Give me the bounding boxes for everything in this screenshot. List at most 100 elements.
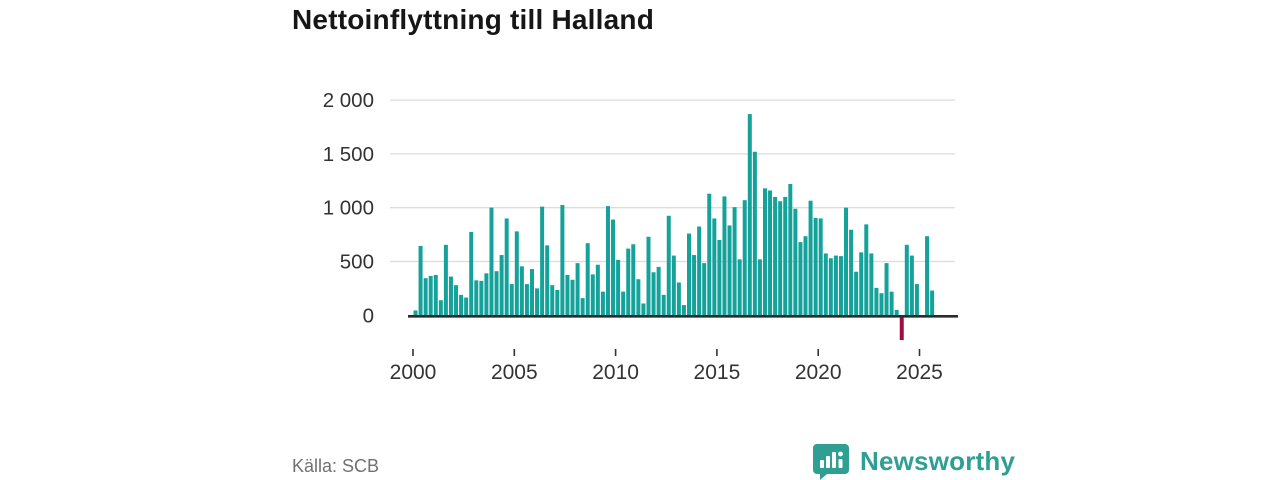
- migration-bar: [798, 242, 803, 316]
- migration-bar: [914, 284, 919, 316]
- migration-bar: [611, 219, 616, 316]
- migration-bar: [793, 208, 798, 316]
- migration-bar: [849, 229, 854, 316]
- migration-bar: [580, 298, 585, 316]
- migration-bar: [560, 205, 565, 316]
- migration-bar: [438, 300, 443, 316]
- migration-bar: [833, 255, 838, 316]
- migration-bar: [737, 259, 742, 316]
- migration-bar: [732, 207, 737, 316]
- migration-bar: [854, 271, 859, 316]
- migration-bar: [413, 310, 418, 316]
- migration-bar: [570, 279, 575, 316]
- migration-bar: [519, 266, 524, 316]
- migration-bar: [803, 236, 808, 316]
- migration-bar: [661, 294, 666, 316]
- migration-bar: [773, 196, 778, 316]
- migration-bar: [752, 151, 757, 316]
- migration-bar: [575, 263, 580, 316]
- migration-bar: [595, 264, 600, 316]
- migration-bar: [443, 244, 448, 316]
- x-tick-label: 2000: [390, 361, 437, 384]
- migration-bar: [550, 285, 555, 316]
- migration-bar: [524, 284, 529, 316]
- migration-bar: [707, 193, 712, 316]
- migration-bar: [727, 225, 732, 316]
- migration-bar: [504, 218, 509, 316]
- migration-bar: [418, 245, 423, 316]
- migration-bar: [894, 309, 899, 316]
- migration-bar: [879, 293, 884, 316]
- x-tick-label: 2020: [795, 361, 842, 384]
- migration-bar: [479, 280, 484, 316]
- newsworthy-logo: Newsworthy: [812, 443, 1015, 480]
- newsworthy-wordmark: Newsworthy: [860, 446, 1016, 476]
- migration-bar: [712, 218, 717, 316]
- x-tick-label: 2025: [896, 361, 943, 384]
- migration-bar: [722, 196, 727, 316]
- migration-bar: [697, 226, 702, 316]
- migration-bar: [899, 315, 904, 341]
- migration-bar: [474, 280, 479, 316]
- migration-bar: [909, 255, 914, 316]
- migration-bar: [646, 236, 651, 316]
- migration-bar: [742, 200, 747, 316]
- x-tick-label: 2015: [694, 361, 741, 384]
- migration-bar: [509, 284, 514, 316]
- migration-bar: [788, 184, 793, 316]
- migration-bar: [889, 291, 894, 316]
- migration-bar: [869, 253, 874, 316]
- migration-bar: [768, 190, 773, 316]
- migration-bar: [671, 255, 676, 316]
- migration-bar: [904, 244, 909, 316]
- migration-bar: [838, 256, 843, 316]
- y-tick-label: 500: [340, 251, 374, 274]
- migration-bar: [448, 276, 453, 316]
- migration-bar: [844, 207, 849, 316]
- migration-bar: [555, 290, 560, 316]
- migration-bar: [874, 287, 879, 316]
- migration-bar: [828, 258, 833, 316]
- migration-bar: [808, 200, 813, 316]
- migration-bar: [823, 253, 828, 316]
- migration-bar: [702, 263, 707, 316]
- y-tick-label: 1 500: [323, 143, 374, 166]
- migration-bar: [778, 201, 783, 316]
- migration-bar: [454, 285, 459, 316]
- migration-bar: [616, 259, 621, 316]
- migration-bar: [494, 271, 499, 316]
- migration-bar: [535, 288, 540, 316]
- migration-bar: [605, 206, 610, 316]
- migration-bar: [692, 255, 697, 316]
- migration-bar: [676, 282, 681, 316]
- y-tick-label: 2 000: [323, 89, 374, 112]
- migration-bar: [925, 236, 930, 316]
- migration-bar: [884, 263, 889, 316]
- migration-bar: [859, 252, 864, 316]
- migration-bar: [636, 279, 641, 316]
- migration-bar: [529, 269, 534, 316]
- migration-bar: [666, 215, 671, 316]
- migration-bar: [656, 266, 661, 316]
- migration-bar: [717, 239, 722, 316]
- migration-bar: [469, 231, 474, 316]
- migration-bar: [464, 297, 469, 316]
- migration-bar: [687, 233, 692, 316]
- migration-bar: [433, 274, 438, 316]
- migration-bar: [631, 244, 636, 316]
- migration-bar: [864, 224, 869, 316]
- migration-bar: [585, 243, 590, 316]
- migration-bar: [641, 303, 646, 316]
- migration-bar: [484, 273, 489, 316]
- y-tick-label: 0: [363, 304, 374, 327]
- migration-bar: [489, 207, 494, 316]
- migration-bar: [565, 274, 570, 316]
- y-tick-label: 1 000: [323, 197, 374, 220]
- migration-bar: [459, 294, 464, 316]
- migration-bar: [590, 274, 595, 316]
- migration-bar: [540, 206, 545, 316]
- migration-bar: [813, 217, 818, 316]
- newsworthy-logo-icon: [813, 444, 849, 480]
